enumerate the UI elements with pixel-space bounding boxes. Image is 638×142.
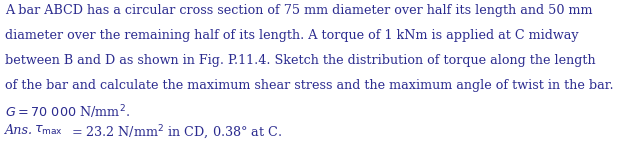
Text: diameter over the remaining half of its length. A torque of 1 kNm is applied at : diameter over the remaining half of its … — [5, 29, 579, 42]
Text: $\tau_{\rm max}$: $\tau_{\rm max}$ — [34, 124, 63, 137]
Text: = 23.2 N/mm$^2$ in CD, 0.38° at C.: = 23.2 N/mm$^2$ in CD, 0.38° at C. — [71, 124, 282, 142]
Text: A bar ABCD has a circular cross section of 75 mm diameter over half its length a: A bar ABCD has a circular cross section … — [5, 4, 593, 17]
Text: Ans.: Ans. — [5, 124, 33, 137]
Text: between B and D as shown in Fig. P.11.4. Sketch the distribution of torque along: between B and D as shown in Fig. P.11.4.… — [5, 54, 596, 67]
Text: of the bar and calculate the maximum shear stress and the maximum angle of twist: of the bar and calculate the maximum she… — [5, 79, 614, 92]
Text: $G=70\ 000$ N/mm$^2$.: $G=70\ 000$ N/mm$^2$. — [5, 104, 130, 121]
